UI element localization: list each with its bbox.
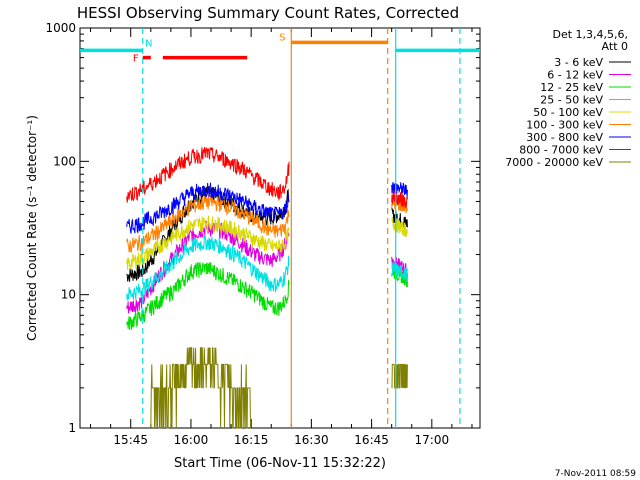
series-line [126,193,290,253]
legend-entry-label: 3 - 6 keV [554,56,603,69]
legend-entry-label: 25 - 50 keV [540,94,603,107]
x-axis-label: Start Time (06-Nov-11 15:32:22) [174,456,386,471]
legend-entry-label: 100 - 300 keV [526,119,603,132]
series-line [126,215,290,271]
series-line-segment [391,207,408,228]
flag-label: S [279,32,285,43]
legend-entry-label: 12 - 25 keV [540,81,603,94]
x-tick-label: 16:00 [174,433,209,447]
flag-label: F [133,54,139,65]
flag-label: N [145,38,152,49]
x-tick-label: 17:00 [415,433,450,447]
y-axis-label: Corrected Count Rate (s⁻¹ detector⁻¹) [25,115,39,341]
legend-entry-label: 50 - 100 keV [533,106,603,119]
legend-entry-label: 6 - 12 keV [547,69,603,82]
legend-header: Det 1,3,4,5,6, [552,28,628,41]
series-line [126,182,290,234]
series-line [126,146,290,203]
series-line [126,261,290,330]
y-tick-label: 1000 [45,21,76,35]
series-line-segment [391,216,408,238]
timestamp: 7-Nov-2011 08:59 [555,469,637,479]
series-line [150,347,251,429]
series-line-segment [391,190,408,208]
x-tick-label: 16:30 [294,433,329,447]
series-group [126,146,408,429]
y-tick-label: 1 [68,421,76,435]
series-line-segment [391,182,408,199]
x-tick-label: 16:15 [234,433,269,447]
legend-header: Att 0 [602,40,628,53]
x-tick-label: 16:45 [354,433,389,447]
x-tick-label: 15:45 [113,433,148,447]
y-tick-label: 100 [53,154,76,168]
legend-entry-label: 300 - 800 keV [526,131,603,144]
plot-frame [79,27,481,429]
y-tick-label: 10 [61,288,76,302]
series-line-segment [391,363,408,389]
legend-entry-label: 7000 - 20000 keV [505,156,603,169]
plot-area: 1 10 100 1000 15:45 16:00 16:15 16:30 16:45 17:00… [45,21,481,447]
legend-entry-label: 800 - 7000 keV [519,144,603,157]
series-line-segment [391,262,408,283]
chart-title: HESSI Observing Summary Count Rates, Cor… [77,4,459,22]
series-line [126,234,290,301]
